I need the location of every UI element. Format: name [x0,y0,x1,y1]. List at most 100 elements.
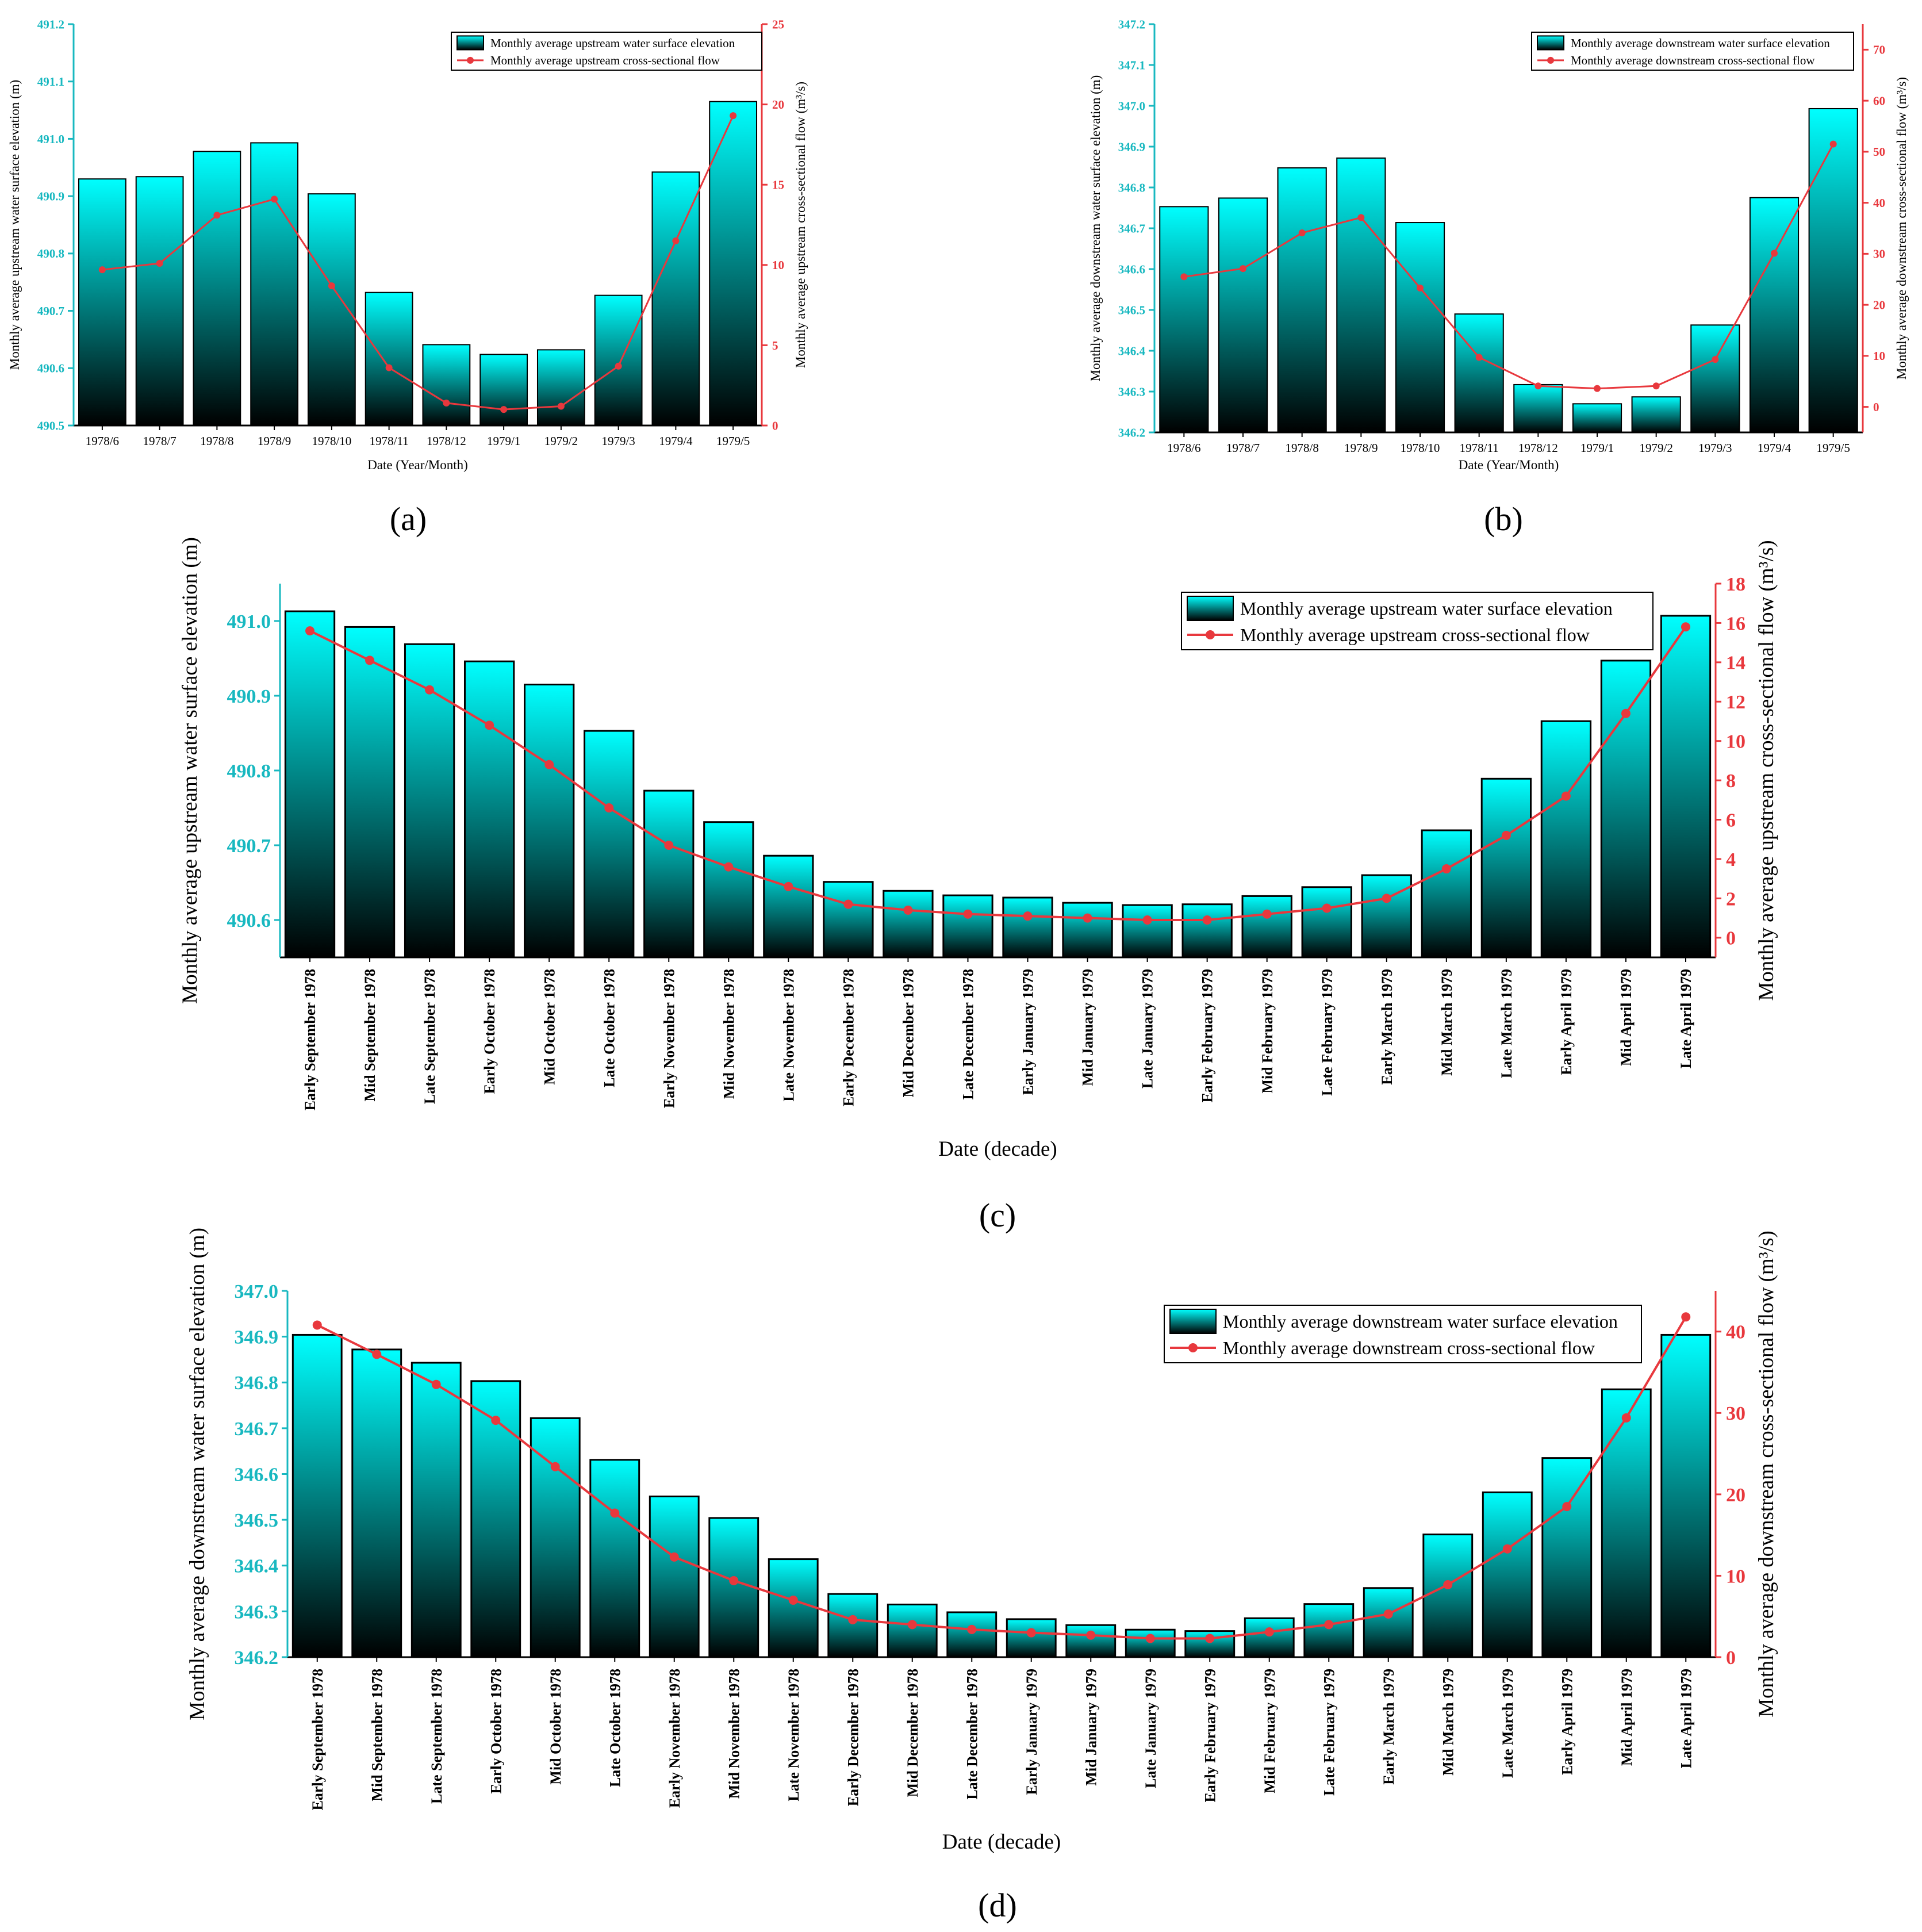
left-tick-label: 346.7 [235,1419,279,1440]
x-tick-label: 1978/9 [258,434,291,448]
panel-label-a: (a) [390,500,427,538]
bar [366,293,413,425]
flow-point [500,406,507,413]
x-tick-label: 1978/10 [312,434,351,448]
flow-point [544,760,554,769]
left-tick-label: 346.5 [1118,303,1145,317]
x-tick-label: Mid April 1979 [1618,1669,1635,1766]
x-tick-label: Mid March 1979 [1438,969,1455,1076]
x-tick-label: Early February 1979 [1202,1669,1218,1803]
flow-point [1205,1634,1214,1643]
bar [1632,397,1681,432]
right-tick-label: 60 [1873,94,1885,108]
x-tick-label: 1979/4 [1758,441,1791,455]
flow-point [386,364,393,371]
left-axis-title: Monthly average downstream water surface… [1088,75,1103,382]
bar [943,895,992,957]
flow-point [1265,1627,1274,1636]
flow-point [1503,1544,1512,1554]
bar [828,1594,877,1657]
left-tick-label: 491.2 [37,17,64,31]
left-tick-label: 346.5 [235,1510,279,1531]
panel-label-b: (b) [1484,500,1523,538]
bar [947,1612,996,1657]
flow-point [664,841,673,850]
bar [345,627,394,957]
flow-point [1384,1609,1393,1619]
legend-bar-label: Monthly average upstream water surface e… [490,36,735,50]
left-tick-label: 490.7 [227,835,271,857]
flow-point [1653,382,1660,389]
bar [1183,904,1232,957]
right-tick-label: 10 [1726,1566,1745,1587]
legend-bar-label: Monthly average downstream water surface… [1223,1311,1618,1332]
left-tick-label: 491.0 [227,611,271,632]
flow-point [604,803,613,812]
bar [1126,1630,1175,1657]
bar [1691,325,1739,432]
flow-point [610,1508,619,1517]
flow-point [1830,141,1837,148]
bar [465,661,513,957]
left-tick-label: 490.8 [227,761,271,782]
right-tick-label: 12 [1726,692,1745,713]
bar [1422,830,1471,957]
x-tick-label: Early April 1979 [1558,969,1575,1075]
bar [590,1460,639,1657]
left-tick-label: 346.3 [235,1601,279,1623]
x-tick-label: Late April 1979 [1678,969,1694,1068]
left-tick-label: 346.6 [235,1464,279,1485]
x-tick-label: Early February 1979 [1199,969,1216,1103]
bar [352,1350,401,1657]
x-tick-label: Mid February 1979 [1261,1669,1278,1793]
x-tick-label: 1978/10 [1401,441,1440,455]
flow-point [213,212,220,218]
left-tick-label: 346.6 [1118,262,1145,276]
right-tick-label: 2 [1726,888,1736,910]
flow-point [1681,622,1690,631]
right-tick-label: 5 [772,339,778,352]
right-tick-label: 10 [1726,731,1745,753]
bar [1245,1618,1294,1657]
panel-c: 490.6490.7490.8490.9491.0024681012141618… [178,537,1778,1161]
flow-point [963,910,972,919]
left-tick-label: 490.7 [37,304,64,318]
x-tick-label: Late November 1978 [780,969,797,1102]
x-tick-label: 1979/1 [487,434,520,448]
flow-point [848,1615,857,1624]
flow-point [903,906,912,915]
x-tick-label: Late September 1978 [428,1669,445,1804]
right-tick-label: 0 [1726,928,1736,949]
x-tick-label: Mid September 1978 [369,1669,385,1801]
flow-point [1357,214,1364,221]
legend-line-marker [1188,1343,1198,1352]
right-tick-label: 20 [772,98,784,112]
panel-b: 346.2346.3346.4346.5346.6346.7346.8346.9… [1088,17,1909,472]
x-tick-label: Early January 1979 [1023,1669,1040,1795]
flow-point [1143,915,1152,925]
x-tick-label: Late October 1978 [601,969,617,1087]
left-tick-label: 347.1 [1118,58,1145,72]
x-tick-label: 1978/7 [1226,441,1260,455]
bar [1007,1619,1056,1657]
left-tick-label: 346.3 [1118,385,1145,398]
x-tick-label: 1978/8 [200,434,233,448]
flow-point [729,1576,738,1585]
flow-point [1621,709,1631,718]
bar [1242,896,1291,957]
flow-point [908,1620,917,1629]
bar [1750,198,1798,432]
x-tick-label: Early November 1978 [666,1669,683,1808]
bar [1305,1604,1353,1657]
bar [650,1497,699,1657]
x-tick-label: Early December 1978 [840,969,857,1106]
flow-point [425,685,434,695]
flow-point [485,720,494,730]
x-tick-label: 1979/2 [1639,441,1672,455]
x-tick-label: Early March 1979 [1380,1669,1397,1785]
x-tick-label: Late September 1978 [421,969,438,1104]
bar [1514,385,1562,432]
right-tick-label: 40 [1726,1322,1745,1343]
left-tick-label: 346.4 [235,1556,279,1577]
flow-point [1417,285,1424,292]
